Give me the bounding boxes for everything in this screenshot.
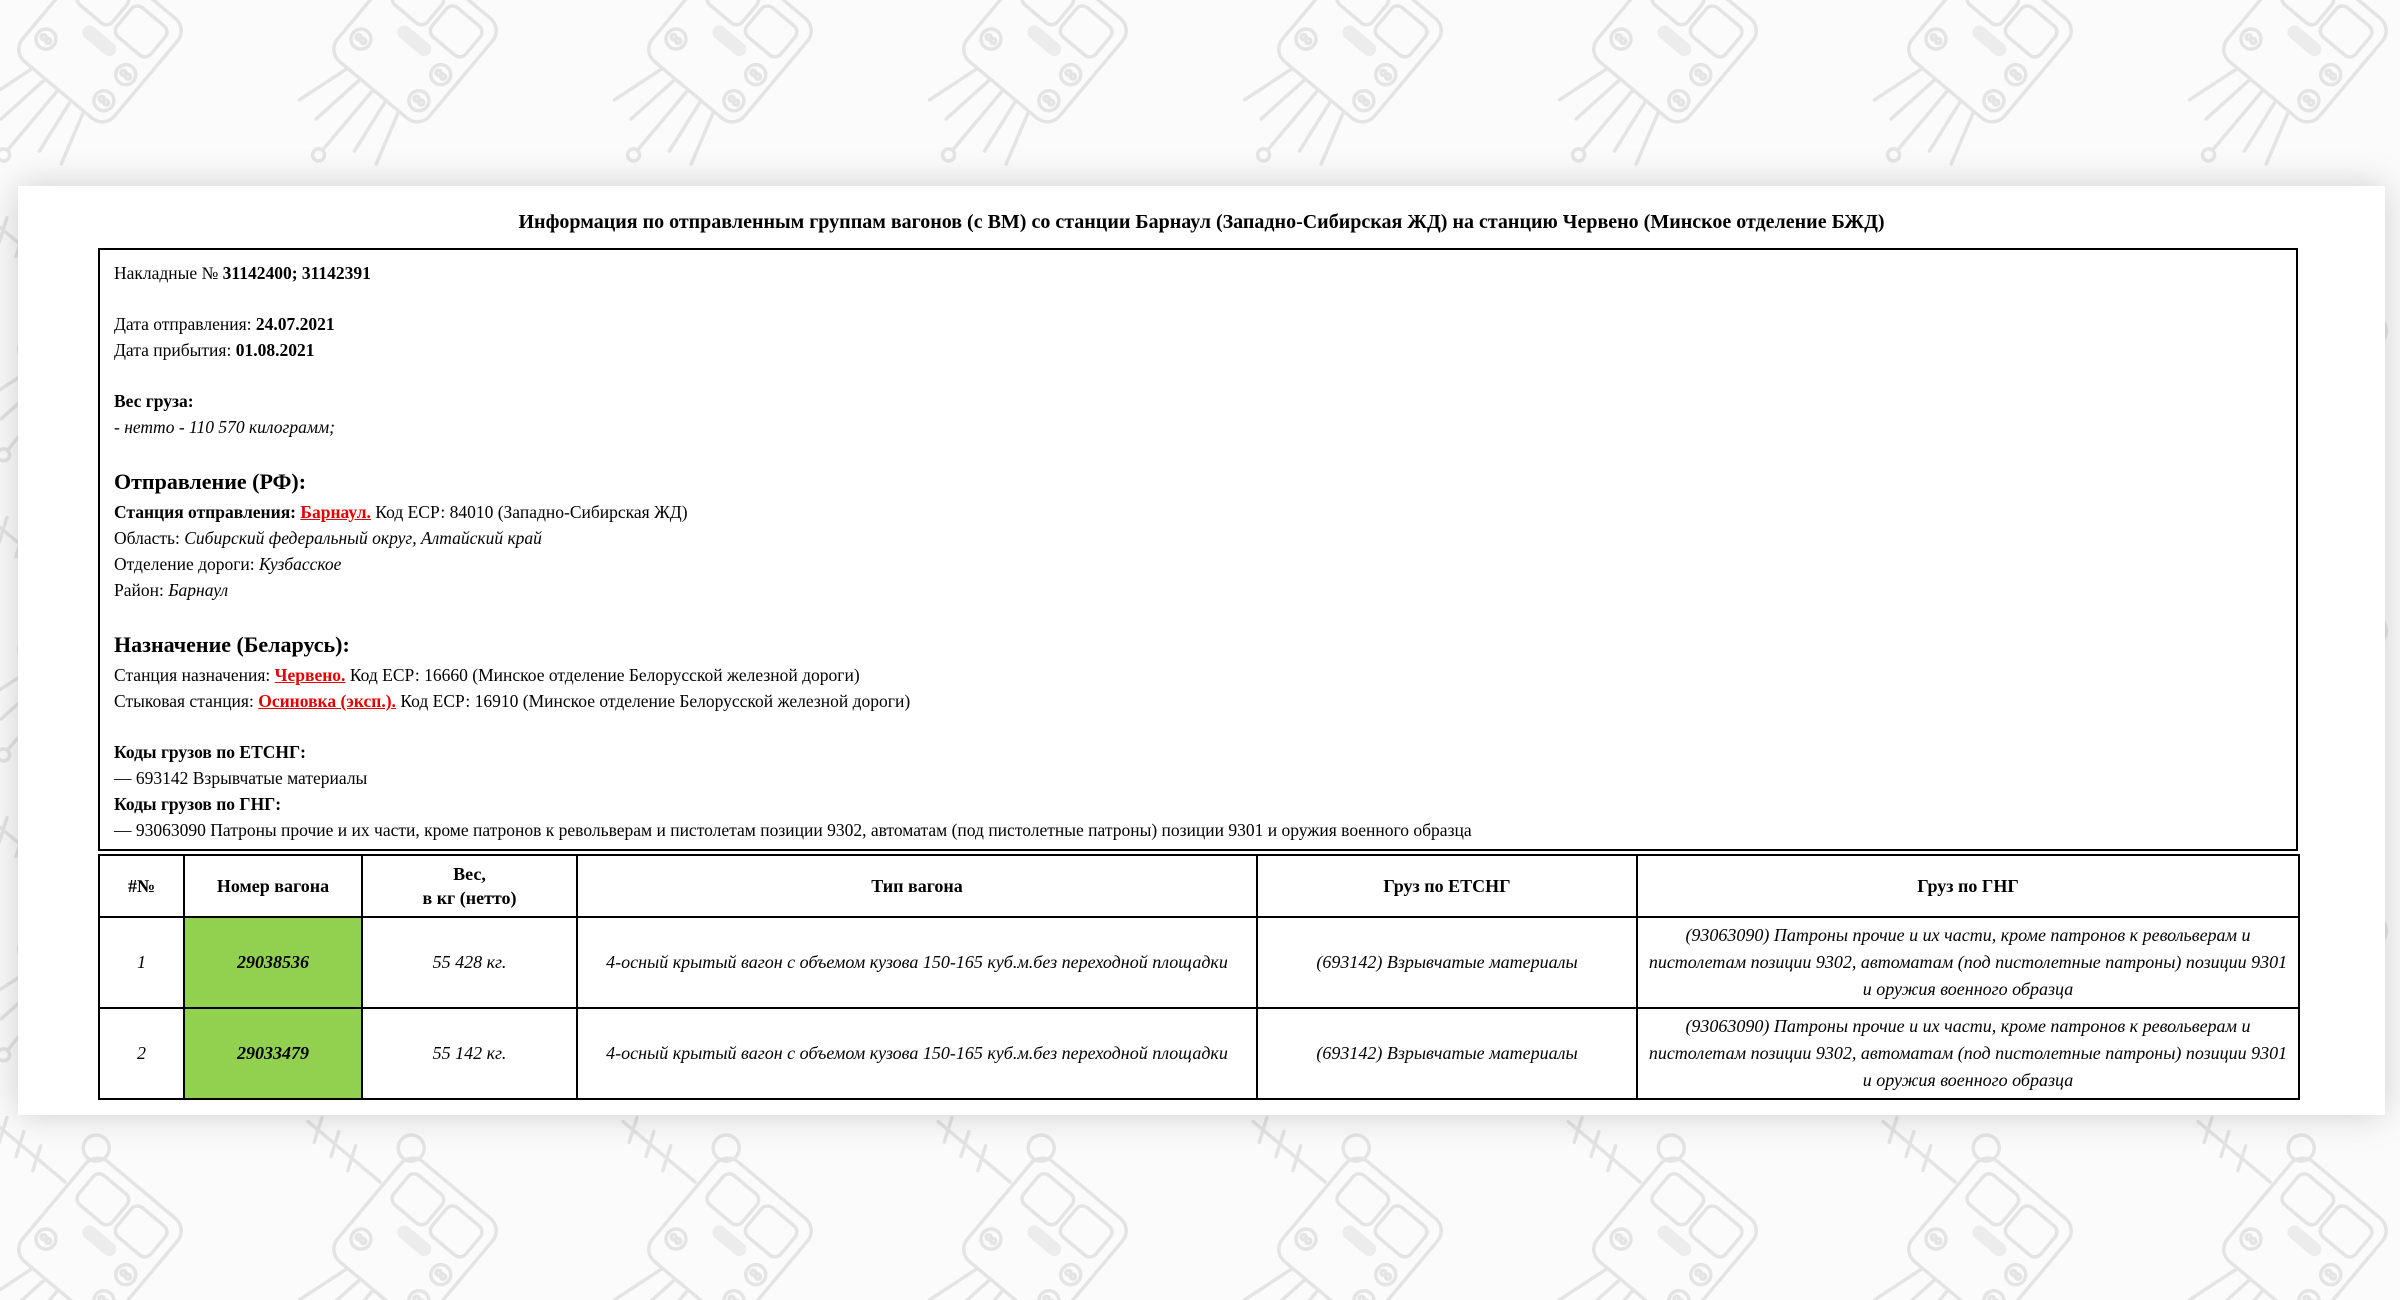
document-page: Информация по отправленным группам вагон… bbox=[18, 186, 2385, 1115]
cell-cargo-etsng: (693142) Взрывчатые материалы bbox=[1256, 1007, 1638, 1100]
junction-station-label: Стыковая станция: bbox=[114, 691, 259, 711]
header-wagon-type: Тип вагона bbox=[576, 854, 1258, 918]
header-wagon-number: Номер вагона bbox=[183, 854, 363, 918]
origin-district-value: Барнаул bbox=[168, 580, 229, 600]
origin-branch-value: Кузбасское bbox=[259, 554, 342, 574]
origin-station-line: Станция отправления: Барнаул. Код ЕСР: 8… bbox=[114, 499, 2282, 525]
destination-station-code: Код ЕСР: 16660 (Минское отделение Белору… bbox=[345, 665, 860, 685]
departure-date-line: Дата отправления: 24.07.2021 bbox=[114, 311, 2282, 337]
arrival-date-label: Дата прибытия: bbox=[114, 340, 236, 360]
junction-station-link[interactable]: Осиновка (эксп.). bbox=[258, 691, 396, 711]
destination-station-line: Станция назначения: Червено. Код ЕСР: 16… bbox=[114, 662, 2282, 688]
origin-district-line: Район: Барнаул bbox=[114, 577, 2282, 603]
origin-district-label: Район: bbox=[114, 580, 169, 600]
arrival-date-line: Дата прибытия: 01.08.2021 bbox=[114, 337, 2282, 363]
waybill-numbers: 31142400; 31142391 bbox=[222, 263, 371, 283]
departure-date-label: Дата отправления: bbox=[114, 314, 256, 334]
cell-cargo-gng: (93063090) Патроны прочие и их части, кр… bbox=[1636, 916, 2300, 1009]
header-cargo-etsng: Груз по ЕТСНГ bbox=[1256, 854, 1638, 918]
header-weight: Вес, в кг (нетто) bbox=[361, 854, 578, 918]
cell-row-number: 1 bbox=[98, 916, 185, 1009]
junction-station-code: Код ЕСР: 16910 (Минское отделение Белору… bbox=[395, 691, 911, 711]
origin-region-value: Сибирский федеральный округ, Алтайский к… bbox=[184, 528, 542, 548]
origin-branch-line: Отделение дороги: Кузбасское bbox=[114, 551, 2282, 577]
cell-weight: 55 428 кг. bbox=[361, 916, 578, 1009]
table-row: 1 29038536 55 428 кг. 4-осный крытый ваг… bbox=[98, 916, 2300, 1009]
cell-row-number: 2 bbox=[98, 1007, 185, 1100]
table-header-row: #№ Номер вагона Вес, в кг (нетто) Тип ва… bbox=[98, 854, 2300, 918]
table-row: 2 29033479 55 142 кг. 4-осный крытый ваг… bbox=[98, 1007, 2300, 1100]
etsng-code-item: — 693142 Взрывчатые материалы bbox=[114, 768, 368, 788]
origin-station-label: Станция отправления: bbox=[114, 502, 301, 522]
header-num: #№ bbox=[98, 854, 185, 918]
cargo-weight-value: - нетто - 110 570 килограмм; bbox=[114, 417, 335, 437]
cell-wagon-type: 4-осный крытый вагон с объемом кузова 15… bbox=[576, 1007, 1258, 1100]
gng-code-item: — 93063090 Патроны прочие и их части, кр… bbox=[114, 820, 1472, 840]
gng-codes-heading: Коды грузов по ГНГ: bbox=[114, 794, 282, 814]
page-title: Информация по отправленным группам вагон… bbox=[518, 211, 1885, 233]
cell-wagon-number[interactable]: 29038536 bbox=[183, 916, 363, 1009]
destination-heading: Назначение (Беларусь): bbox=[114, 632, 350, 657]
departure-date-value: 24.07.2021 bbox=[255, 314, 335, 334]
cell-wagon-number[interactable]: 29033479 bbox=[183, 1007, 363, 1100]
junction-station-line: Стыковая станция: Осиновка (эксп.). Код … bbox=[114, 688, 2282, 714]
header-cargo-gng: Груз по ГНГ bbox=[1636, 854, 2300, 918]
cell-wagon-type: 4-осный крытый вагон с объемом кузова 15… bbox=[576, 916, 1258, 1009]
cargo-weight-label: Вес груза: bbox=[114, 391, 194, 411]
waybills-label: Накладные № bbox=[114, 263, 223, 283]
cell-weight: 55 142 кг. bbox=[361, 1007, 578, 1100]
arrival-date-value: 01.08.2021 bbox=[235, 340, 315, 360]
origin-region-label: Область: bbox=[114, 528, 185, 548]
origin-region-line: Область: Сибирский федеральный округ, Ал… bbox=[114, 525, 2282, 551]
origin-station-link[interactable]: Барнаул. bbox=[300, 502, 371, 522]
origin-heading: Отправление (РФ): bbox=[114, 469, 307, 494]
destination-station-label: Станция назначения: bbox=[114, 665, 275, 685]
waybills-line: Накладные № 31142400; 31142391 bbox=[114, 260, 2282, 286]
wagons-table: #№ Номер вагона Вес, в кг (нетто) Тип ва… bbox=[98, 854, 2300, 1100]
origin-station-code: Код ЕСР: 84010 (Западно-Сибирская ЖД) bbox=[370, 502, 688, 522]
cell-cargo-etsng: (693142) Взрывчатые материалы bbox=[1256, 916, 1638, 1009]
cell-cargo-gng: (93063090) Патроны прочие и их части, кр… bbox=[1636, 1007, 2300, 1100]
origin-branch-label: Отделение дороги: bbox=[114, 554, 260, 574]
etsng-codes-heading: Коды грузов по ЕТСНГ: bbox=[114, 742, 306, 762]
shipment-info-box: Накладные № 31142400; 31142391 Дата отпр… bbox=[98, 248, 2298, 851]
destination-station-link[interactable]: Червено. bbox=[274, 665, 346, 685]
